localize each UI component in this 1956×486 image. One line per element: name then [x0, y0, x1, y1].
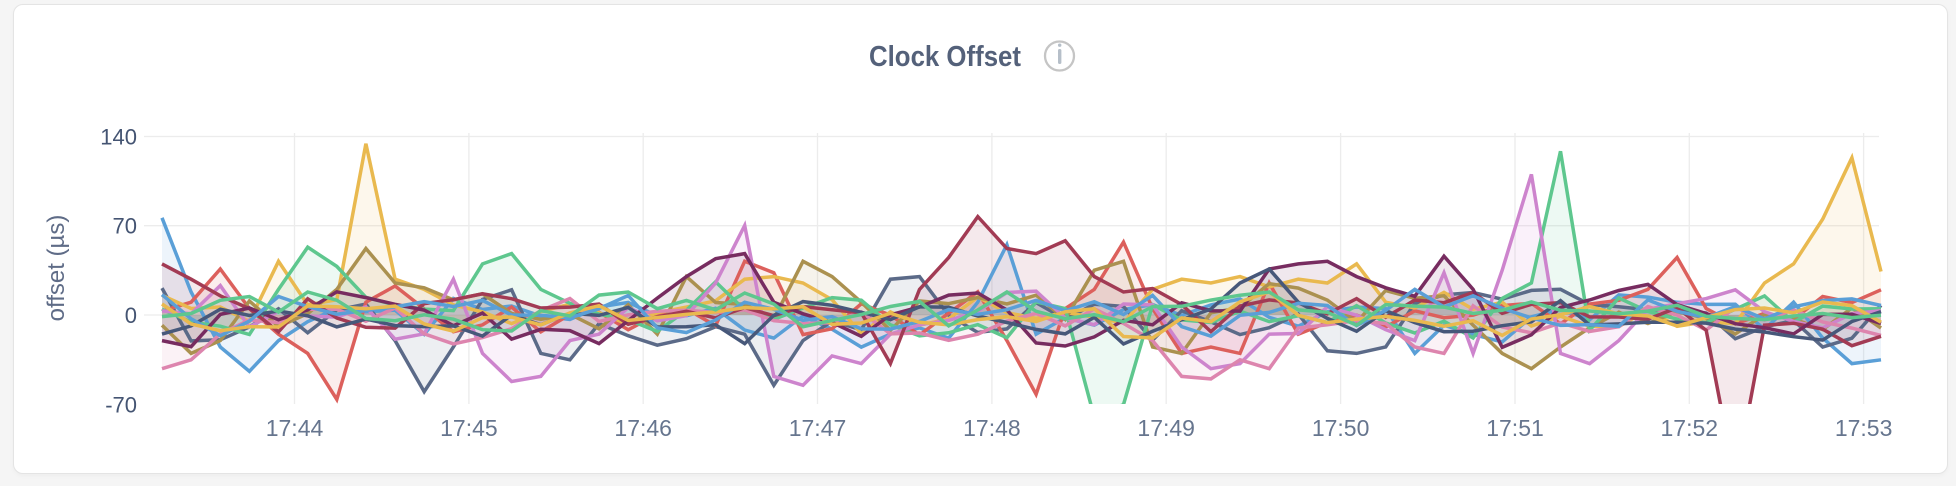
svg-text:17:44: 17:44	[266, 415, 324, 441]
svg-text:17:49: 17:49	[1137, 415, 1195, 441]
svg-text:140: 140	[100, 125, 137, 150]
svg-text:17:48: 17:48	[963, 415, 1021, 441]
svg-text:offset (µs): offset (µs)	[43, 215, 70, 322]
svg-text:17:51: 17:51	[1486, 415, 1544, 441]
svg-text:17:46: 17:46	[614, 415, 672, 441]
svg-text:17:45: 17:45	[440, 415, 498, 441]
svg-text:70: 70	[113, 214, 137, 239]
svg-text:17:52: 17:52	[1661, 415, 1719, 441]
svg-text:17:53: 17:53	[1835, 415, 1893, 441]
svg-text:17:47: 17:47	[789, 415, 847, 441]
svg-text:0: 0	[125, 303, 137, 328]
svg-text:Clock Offset: Clock Offset	[869, 41, 1021, 73]
svg-text:-70: -70	[105, 392, 137, 417]
svg-text:17:50: 17:50	[1312, 415, 1370, 441]
